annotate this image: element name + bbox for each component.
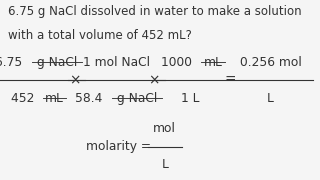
Text: 0.256 mol: 0.256 mol	[240, 56, 301, 69]
Text: mL: mL	[45, 92, 64, 105]
Text: ×: ×	[69, 73, 81, 87]
Text: with a total volume of 452 mL?: with a total volume of 452 mL?	[8, 29, 192, 42]
Text: g NaCl: g NaCl	[37, 56, 77, 69]
Text: g NaCl: g NaCl	[117, 92, 157, 105]
Text: molarity =: molarity =	[86, 140, 155, 153]
Text: 1 L: 1 L	[181, 92, 200, 105]
Text: =: =	[225, 73, 236, 87]
Text: mol: mol	[153, 122, 176, 135]
Text: ×: ×	[148, 73, 159, 87]
Text: 6.75: 6.75	[0, 56, 26, 69]
Text: 58.4: 58.4	[75, 92, 107, 105]
Text: L: L	[267, 92, 274, 105]
Text: 6.75 g NaCl dissolved in water to make a solution: 6.75 g NaCl dissolved in water to make a…	[8, 5, 302, 18]
Text: 1 mol NaCl: 1 mol NaCl	[83, 56, 150, 69]
Text: 1000: 1000	[161, 56, 196, 69]
Text: mL: mL	[204, 56, 222, 69]
Text: 452: 452	[11, 92, 38, 105]
Text: L: L	[161, 158, 168, 171]
